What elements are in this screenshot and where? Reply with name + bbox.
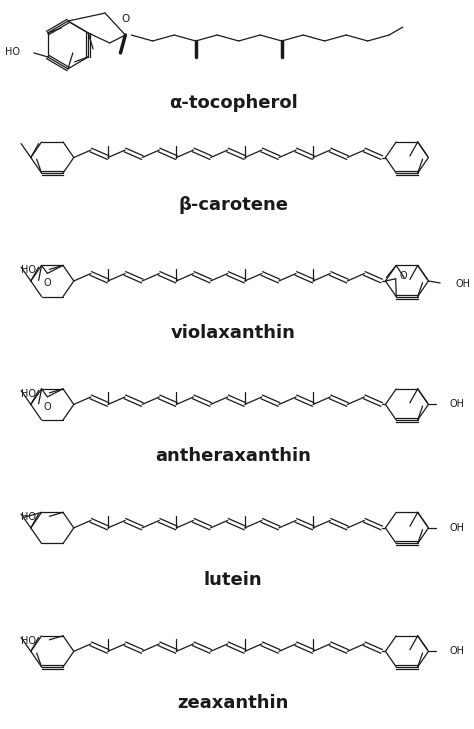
Text: O: O	[44, 402, 51, 412]
Text: HO: HO	[21, 389, 36, 399]
Text: O: O	[44, 278, 51, 289]
Text: OH: OH	[450, 399, 465, 410]
Text: antheraxanthin: antheraxanthin	[155, 448, 311, 465]
Text: lutein: lutein	[204, 571, 262, 589]
Text: O: O	[400, 270, 407, 281]
Text: O: O	[122, 14, 130, 24]
Text: OH: OH	[456, 279, 471, 289]
Text: α-tocopherol: α-tocopherol	[169, 94, 297, 112]
Text: violaxanthin: violaxanthin	[171, 324, 295, 342]
Text: zeaxanthin: zeaxanthin	[177, 694, 289, 712]
Text: HO: HO	[21, 636, 36, 646]
Text: OH: OH	[450, 523, 465, 533]
Text: HO: HO	[21, 512, 36, 522]
Text: HO: HO	[21, 265, 36, 276]
Text: HO: HO	[5, 47, 20, 57]
Text: OH: OH	[450, 647, 465, 656]
Text: β-carotene: β-carotene	[178, 196, 288, 214]
